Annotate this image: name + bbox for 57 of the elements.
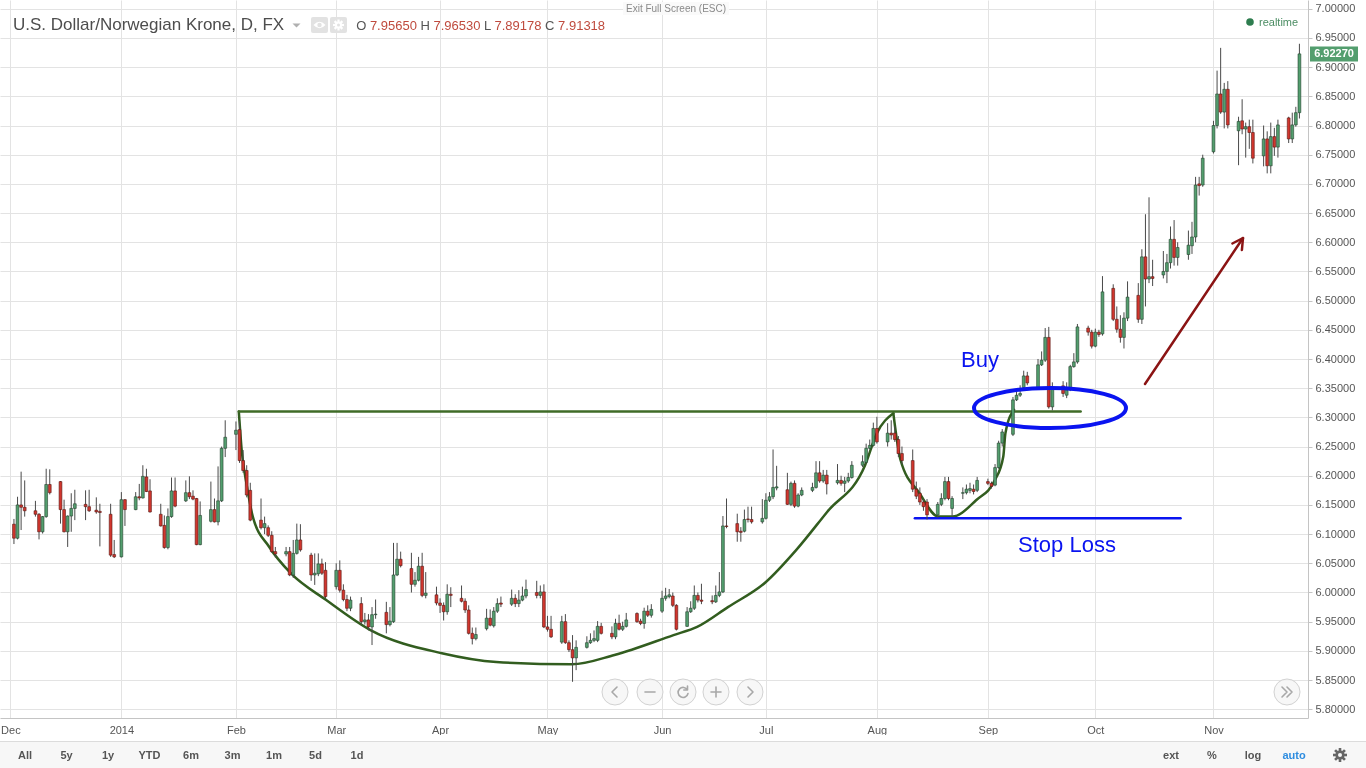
y-tick-label: 5.95000 xyxy=(1315,615,1356,628)
y-tick-label: 6.35000 xyxy=(1315,381,1356,394)
text: 1d xyxy=(349,748,365,763)
x-tick-label: Dec xyxy=(1,723,22,736)
text: 6.92270 xyxy=(1314,46,1354,59)
y-tick-label: 6.75000 xyxy=(1315,148,1356,161)
y-tick-label: 6.80000 xyxy=(1315,119,1356,131)
y-tick-label: 6.25000 xyxy=(1315,440,1356,453)
y-tick-label: 6.65000 xyxy=(1315,206,1356,219)
y-tick-label: 6.40000 xyxy=(1315,352,1356,365)
y-tick-label: 6.00000 xyxy=(1315,586,1356,598)
text: YTD xyxy=(137,748,162,763)
y-tick-label: 5.85000 xyxy=(1315,673,1356,686)
y-tick-label: 6.20000 xyxy=(1315,469,1356,482)
annotation: Exit Full Screen (ESC) xyxy=(623,2,730,15)
y-tick-label: 5.80000 xyxy=(1315,702,1356,715)
text: 1m xyxy=(265,748,283,763)
y-tick-label: 6.30000 xyxy=(1315,410,1356,423)
text: auto xyxy=(1281,748,1307,763)
y-tick-label: 6.60000 xyxy=(1315,235,1356,248)
text: 5d xyxy=(308,748,323,763)
y-tick-label: 6.45000 xyxy=(1315,323,1356,336)
annotation: Buy xyxy=(961,346,999,372)
text: All xyxy=(16,748,34,763)
text: log xyxy=(1243,748,1263,763)
x-tick-label: 2014 xyxy=(109,723,135,736)
y-tick-label: 6.95000 xyxy=(1315,31,1356,44)
y-tick-label: 6.05000 xyxy=(1315,556,1356,569)
text: 5y xyxy=(59,748,74,763)
x-tick-label: Apr xyxy=(431,723,450,736)
y-tick-label: 6.55000 xyxy=(1315,264,1356,277)
x-tick-label: Aug xyxy=(867,723,888,736)
annotation: Stop Loss xyxy=(1018,531,1116,557)
x-tick-label: Nov xyxy=(1204,723,1225,736)
y-tick-label: 6.85000 xyxy=(1315,89,1356,102)
x-tick-label: Feb xyxy=(226,723,246,736)
text: 6m xyxy=(182,748,200,763)
x-tick-label: Jul xyxy=(759,723,774,736)
text: U.S. Dollar/Norwegian Krone, D, FX xyxy=(13,15,285,35)
y-tick-label: 6.70000 xyxy=(1315,177,1356,190)
x-tick-label: May xyxy=(537,723,559,736)
x-tick-label: Oct xyxy=(1087,723,1105,736)
y-tick-label: 6.50000 xyxy=(1315,294,1356,307)
y-tick-label: 6.90000 xyxy=(1315,60,1356,73)
y-tick-label: 6.10000 xyxy=(1315,527,1356,540)
x-tick-label: Sep xyxy=(978,723,999,736)
y-tick-label: 6.15000 xyxy=(1315,498,1356,511)
x-tick-label: Jun xyxy=(653,723,672,736)
text: 3m xyxy=(223,748,242,763)
y-tick-label: 7.00000 xyxy=(1315,2,1356,15)
text: 1y xyxy=(100,748,116,763)
y-tick-label: 5.90000 xyxy=(1315,644,1356,657)
annotation: O 7.95650 H 7.96530 L 7.89178 C 7.91318 xyxy=(356,17,606,33)
text: % xyxy=(1206,748,1218,763)
text: ext xyxy=(1162,748,1180,763)
x-tick-label: Mar xyxy=(327,723,347,736)
annotation: realtime xyxy=(1259,16,1299,28)
